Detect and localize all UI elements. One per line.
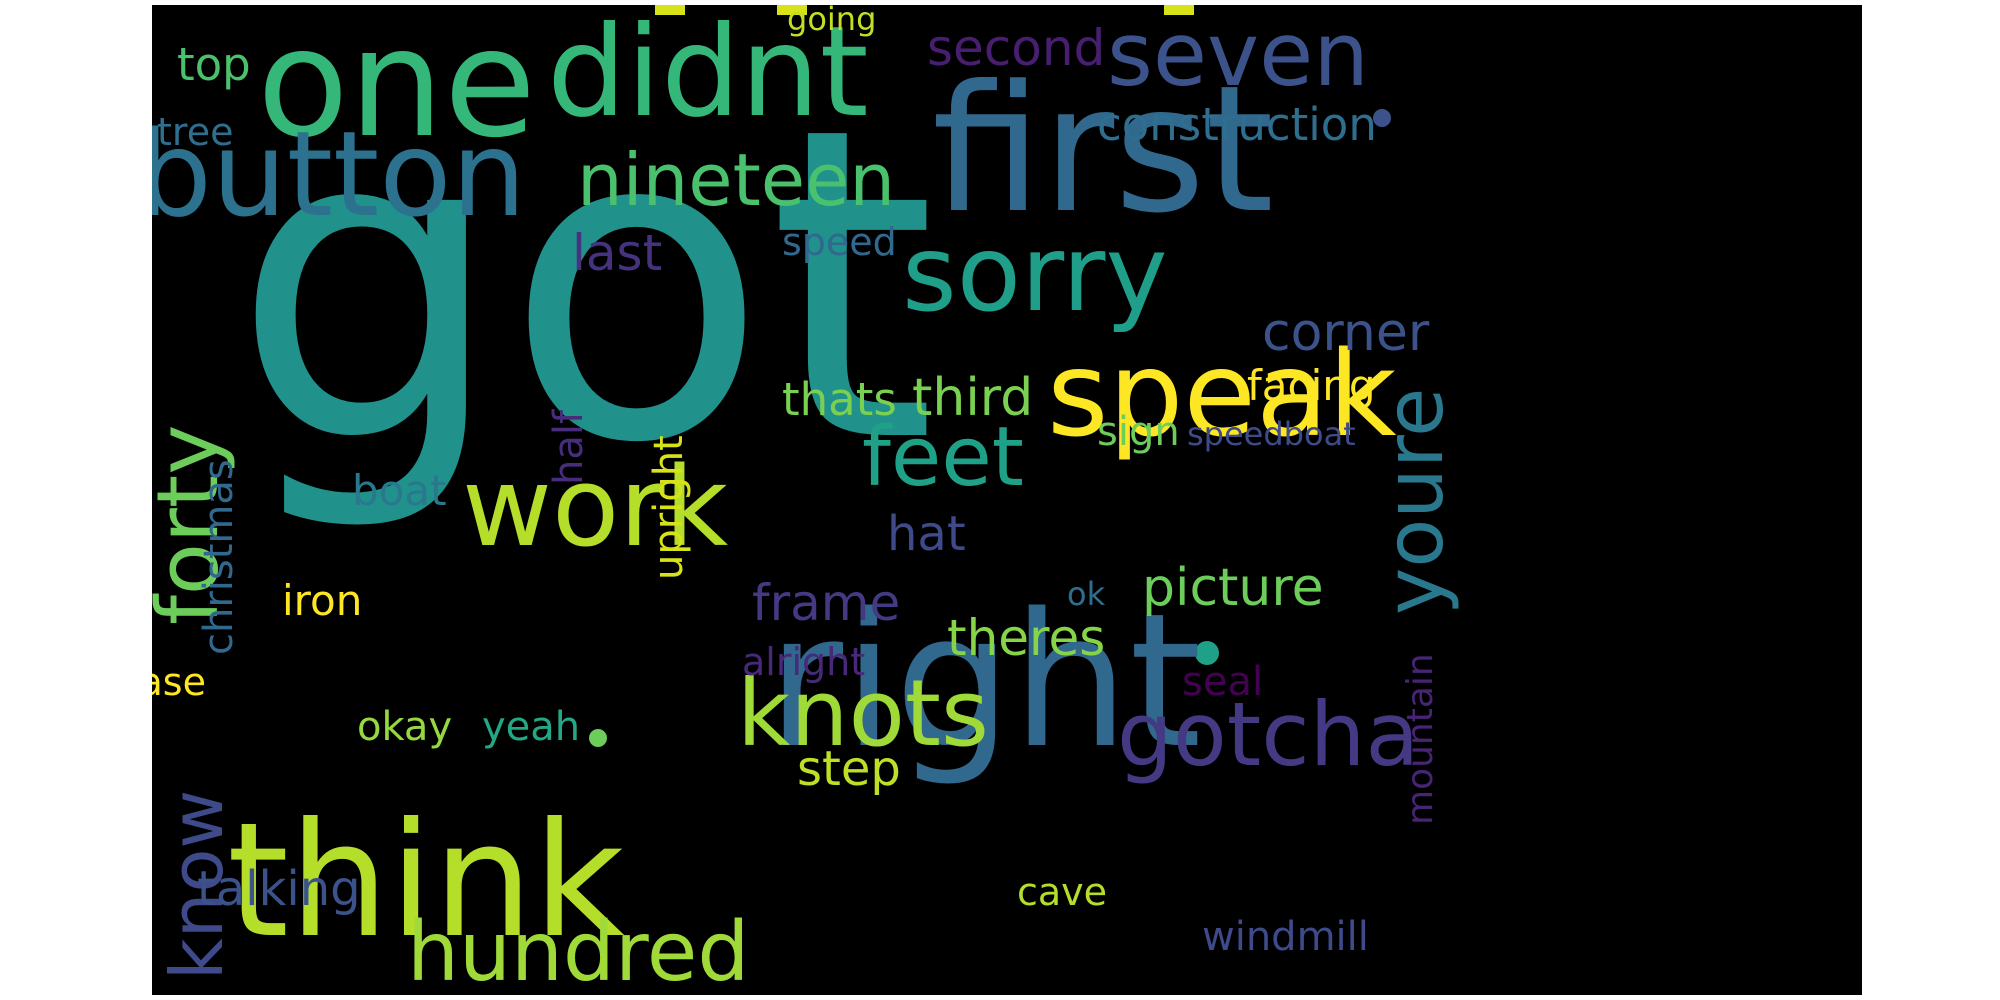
word-cloud: got first right think one didnt button speak sor… [152, 5, 1862, 995]
word-windmill: windmill [1202, 914, 1369, 960]
word-first: first [932, 49, 1274, 252]
cutoff-mark-2 [777, 5, 807, 15]
word-alright: alright [742, 640, 865, 684]
word-didnt: didnt [547, 5, 869, 145]
word-vase: vase [152, 660, 206, 704]
word-half: half [546, 409, 592, 485]
word-okay: okay [357, 704, 452, 750]
word-corner: corner [1262, 303, 1430, 363]
word-second: second [927, 19, 1105, 77]
word-one: one [257, 5, 536, 171]
word-seven: seven [1107, 5, 1369, 106]
word-nineteen: nineteen [577, 138, 895, 222]
word-hat: hat [887, 506, 966, 562]
word-boat: boat [352, 466, 447, 515]
word-seal: seal [1182, 659, 1263, 705]
word-thats: thats [782, 373, 897, 426]
word-work: work [462, 443, 728, 571]
word-cave: cave [1017, 870, 1107, 914]
word-top: top [177, 38, 251, 91]
dot-1 [1373, 109, 1391, 127]
word-facing: facing [1247, 361, 1376, 410]
word-frame: frame [752, 574, 900, 632]
word-yeah: yeah [482, 704, 580, 750]
word-third: third [912, 368, 1033, 428]
word-theres: theres [947, 609, 1105, 667]
word-knots: knots [737, 660, 989, 767]
word-speak: speak [1047, 325, 1397, 463]
word-step: step [797, 741, 901, 797]
word-know: know [155, 790, 239, 980]
word-got: got [232, 37, 937, 537]
word-iron: iron [282, 576, 362, 625]
cutoff-mark-3 [1164, 5, 1194, 15]
word-youre: youre [1368, 388, 1461, 615]
word-christmas: christmas [196, 459, 242, 655]
word-ok: ok [1067, 575, 1106, 613]
word-speedboat: speedboat [1187, 415, 1356, 453]
word-mountain: mountain [1400, 653, 1441, 825]
dot-2 [1195, 641, 1219, 665]
word-hundred: hundred [407, 905, 749, 995]
word-sign: sign [1097, 409, 1180, 455]
word-last: last [572, 224, 662, 282]
word-sorry: sorry [902, 213, 1168, 335]
word-picture: picture [1142, 558, 1324, 618]
word-right: right [767, 573, 1202, 789]
word-forty: forty [152, 424, 238, 625]
word-think: think [227, 789, 625, 973]
word-tree: tree [157, 110, 233, 154]
word-talking: talking [197, 861, 361, 917]
word-button: button [152, 105, 526, 243]
word-going: going [787, 5, 876, 38]
word-construction: construction [1097, 98, 1377, 151]
word-upright: upright [646, 435, 692, 580]
word-speed: speed [782, 220, 897, 264]
word-gotcha: gotcha [1117, 683, 1419, 786]
cutoff-mark-1 [655, 5, 685, 15]
word-feet: feet [862, 410, 1024, 505]
dot-3 [589, 729, 607, 747]
